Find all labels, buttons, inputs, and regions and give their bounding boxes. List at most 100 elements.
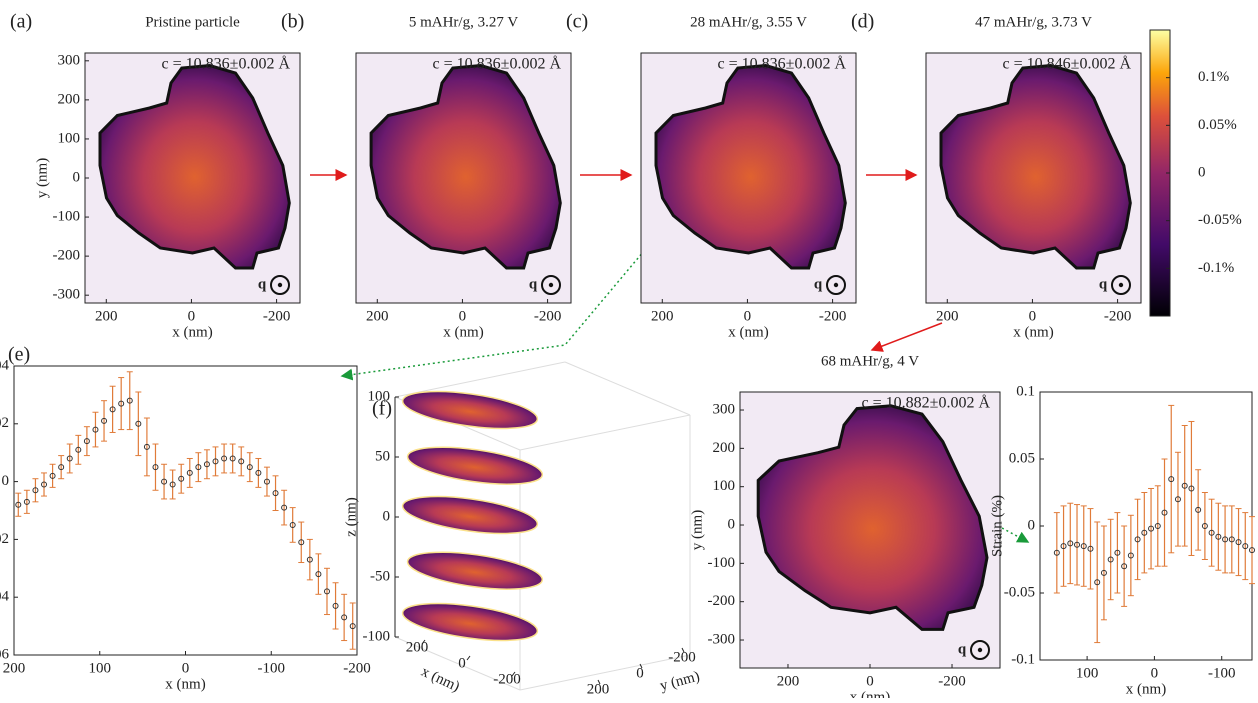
q-label: q [529, 276, 538, 292]
panel-label: (b) [281, 11, 304, 33]
data-point [341, 614, 348, 621]
box-edge [394, 361, 566, 398]
q-symbol [826, 275, 846, 295]
data-point [1080, 543, 1087, 550]
y-tick-label: 200 [58, 91, 81, 107]
data-point [1114, 549, 1121, 556]
y-tick-label: 0 [1028, 517, 1036, 533]
box-edge [519, 414, 691, 451]
data-point [1087, 545, 1094, 552]
x-tick-label: 0 [188, 308, 196, 324]
data-point [349, 623, 356, 630]
y-tick-label: -0.02 [0, 531, 9, 547]
x-tick-label: -200 [938, 673, 966, 689]
data-point [101, 417, 108, 424]
data-point [1148, 525, 1155, 532]
data-point [1100, 569, 1107, 576]
data-point [161, 478, 168, 485]
y-tick-label: 200 [713, 440, 736, 456]
data-point [178, 475, 185, 482]
y-tick-label: 0 [73, 169, 81, 185]
q-label: q [1099, 276, 1108, 292]
particle-map [369, 63, 562, 270]
data-point [246, 464, 253, 471]
data-point [1201, 523, 1208, 529]
lattice-annotation: c = 10.836±0.002 Å [162, 55, 291, 73]
x-tick-label: 200 [366, 308, 389, 324]
z-tick-label: -100 [363, 628, 391, 644]
y-tick-label: -0.05 [1004, 584, 1035, 600]
box-edge [394, 636, 521, 691]
data-point [195, 464, 202, 471]
x-tick-label: -100 [258, 660, 286, 676]
y-tick-label: 0 [728, 516, 736, 532]
x-tick-label: 200 [3, 660, 26, 676]
data-point [1181, 482, 1188, 489]
x-tick [511, 671, 516, 677]
y-axis-label: y (nm) [658, 668, 701, 694]
data-point [1215, 533, 1222, 540]
x-axis-label: x (nm) [728, 324, 768, 340]
slice [401, 602, 539, 642]
data-point [1242, 543, 1249, 550]
data-point [1168, 476, 1175, 483]
data-point [323, 588, 330, 595]
data-point [1094, 579, 1101, 586]
y-tick [597, 679, 601, 685]
x-axis-label: x (nm) [443, 324, 483, 340]
x-tick-label: 200 [651, 308, 674, 324]
y-tick-label: -300 [708, 631, 736, 647]
data-point [1154, 523, 1161, 529]
data-point [58, 464, 65, 471]
particle-map [939, 63, 1132, 270]
y-tick-label: -0.06 [0, 646, 9, 662]
q-label: q [814, 276, 823, 292]
data-point [229, 455, 236, 462]
particle-map [756, 404, 989, 631]
x-tick-label: 100 [89, 660, 112, 676]
panel-title: 28 mAHr/g, 3.55 V [690, 14, 807, 30]
q-symbol-dot [977, 647, 983, 653]
data-point [1067, 540, 1074, 547]
lattice-annotation: c = 10.836±0.002 Å [433, 55, 562, 73]
y-tick [681, 647, 685, 653]
x-tick-label: 200 [95, 308, 118, 324]
link-line [1001, 527, 1030, 543]
lattice-annotation: c = 10.846±0.002 Å [1003, 55, 1132, 73]
data-point [1249, 547, 1255, 554]
data-point [143, 443, 150, 450]
data-point [109, 406, 116, 413]
data-point [1174, 496, 1181, 503]
slice [401, 390, 539, 430]
data-point [306, 556, 313, 563]
y-tick-label: -200 [668, 649, 696, 665]
lattice-annotation: c = 10.882±0.002 Å [862, 394, 991, 412]
data-point [186, 469, 193, 476]
q-symbol-dot [833, 282, 839, 288]
data-point [169, 481, 176, 488]
data-point [203, 461, 210, 468]
data-point [221, 455, 228, 462]
y-tick-label: 100 [58, 130, 81, 146]
slice [406, 551, 544, 590]
q-symbol-dot [548, 282, 554, 288]
data-point [315, 571, 322, 578]
data-point [298, 539, 305, 546]
y-tick [639, 663, 643, 669]
y-tick-label: 0.1 [1016, 383, 1035, 399]
panel-title: Pristine particle [145, 14, 240, 30]
data-point [281, 504, 288, 511]
box-edge [519, 654, 691, 691]
x-tick-label: 0 [744, 308, 752, 324]
y-tick-label: -0.1 [1011, 651, 1035, 667]
q-symbol-dot [1118, 282, 1124, 288]
colorbar-tick-label: 0 [1198, 164, 1206, 180]
x-axis-label: x (nm) [1013, 324, 1053, 340]
plot-frame [1039, 391, 1253, 661]
plot-frame [13, 365, 358, 656]
x-tick-label: 200 [936, 308, 959, 324]
x-axis-label: x (nm) [850, 689, 890, 698]
z-tick-label: 0 [383, 508, 391, 524]
data-point [1107, 556, 1114, 563]
data-point [238, 458, 245, 465]
